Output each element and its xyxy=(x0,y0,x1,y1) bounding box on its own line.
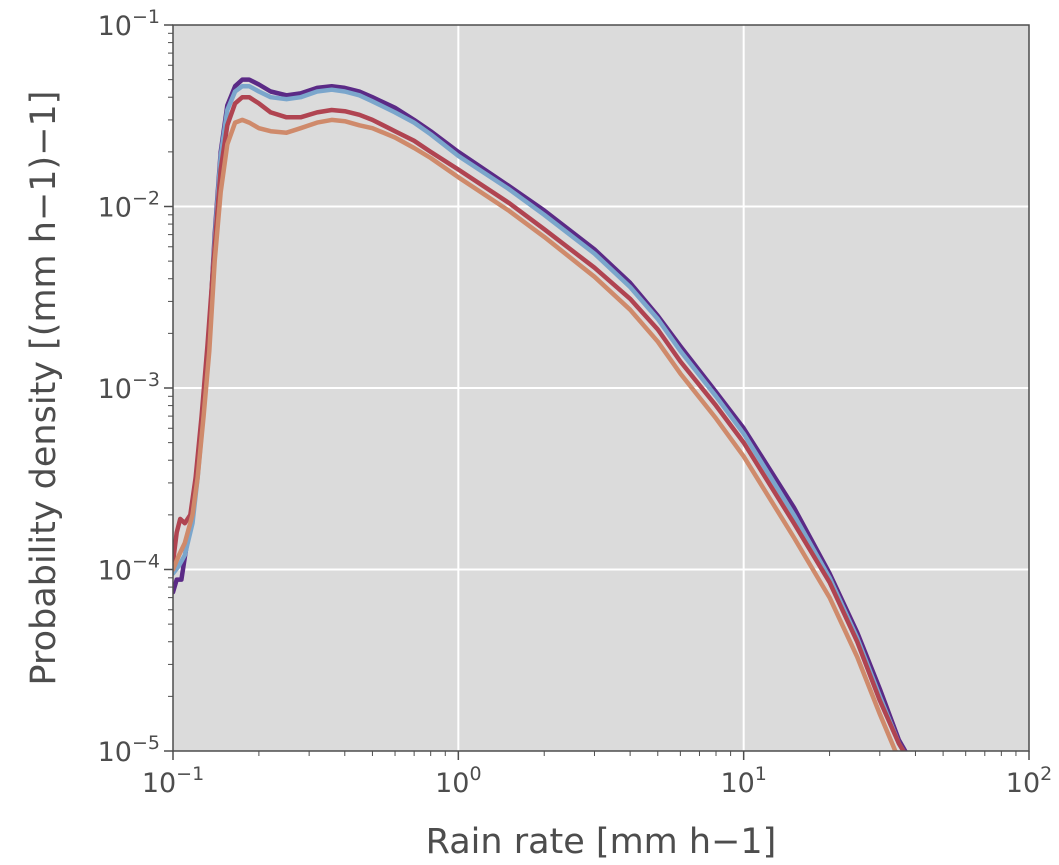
plot-frame xyxy=(172,24,1030,752)
minor-ticks xyxy=(164,24,1030,760)
y-tick-label: 10−5 xyxy=(98,732,160,768)
x-tick-label: 101 xyxy=(720,763,766,799)
y-tick-label: 10−4 xyxy=(98,551,160,587)
x-tick-label: 100 xyxy=(435,763,481,799)
y-axis-label: Probability density [(mm h−1)−1] xyxy=(24,91,64,686)
x-tick-labels: 10−1 100 101 102 xyxy=(142,763,1052,799)
x-tick-label: 10−1 xyxy=(142,763,204,799)
y-tick-label: 10−2 xyxy=(98,188,160,224)
y-tick-label: 10−1 xyxy=(98,6,160,42)
series-group xyxy=(173,77,908,751)
y-tick-labels: 10−5 10−4 10−3 10−2 10−1 xyxy=(98,6,160,768)
grid xyxy=(173,25,1029,751)
series-line-4 xyxy=(173,117,899,751)
x-axis-label: Rain rate [mm h−1] xyxy=(426,822,777,862)
x-tick-label: 102 xyxy=(1006,763,1052,799)
y-tick-label: 10−3 xyxy=(98,369,160,405)
